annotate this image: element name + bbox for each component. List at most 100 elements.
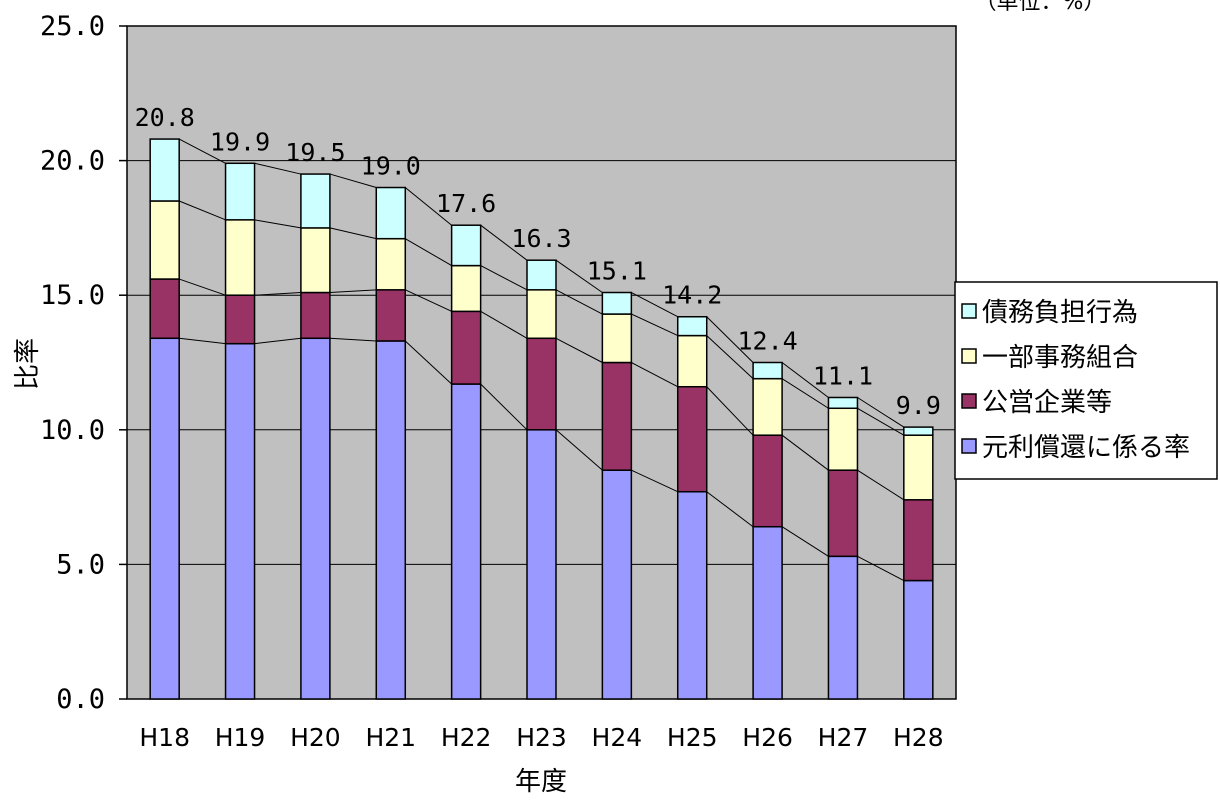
connector-line: [631, 469, 678, 493]
connector-line: [706, 316, 754, 363]
bar-segment: [375, 340, 407, 700]
bar-segment: [601, 469, 633, 700]
bar-segment: [526, 259, 557, 291]
bar-segment: [149, 278, 180, 340]
bar-segment: [526, 429, 557, 700]
bar-segment: [601, 291, 633, 315]
connector-line: [857, 555, 905, 581]
connector-line: [555, 289, 603, 315]
x-tick-label: H20: [290, 723, 341, 752]
bar-segment: [300, 291, 331, 340]
y-tick-label: 20.0: [40, 146, 105, 177]
connector-line: [555, 429, 603, 471]
total-label: 20.8: [135, 103, 195, 132]
total-label: 19.9: [210, 127, 270, 156]
bar-segment: [450, 264, 482, 313]
connector-line: [329, 289, 377, 294]
bar-segment: [676, 315, 708, 337]
y-tick-label: 0.0: [56, 684, 105, 715]
connector-line: [178, 200, 226, 221]
connector-line: [555, 259, 603, 293]
x-tick-label: H18: [139, 723, 190, 752]
bar-segment: [450, 383, 482, 700]
bar-segment: [676, 334, 708, 388]
connector-line: [631, 313, 678, 337]
bar-segment: [676, 490, 708, 700]
x-axis-title: 年度: [515, 767, 567, 797]
connector-line: [480, 265, 528, 291]
connector-line: [404, 187, 452, 226]
connector-line: [631, 292, 678, 318]
connector-line: [480, 224, 528, 261]
y-tick-label: 25.0: [40, 11, 105, 42]
connector-line: [781, 378, 829, 409]
bar-segment: [224, 162, 256, 221]
connector-line: [179, 337, 226, 345]
total-labels: 20.8 19.9 19.5 19.0 17.6 16.3 15.1 14.2 12.4 11.1…: [135, 103, 941, 420]
bar-segment: [300, 173, 331, 229]
bar-segment: [224, 342, 256, 700]
x-tick-label: H26: [742, 723, 793, 752]
legend-label: 公営企業等: [982, 388, 1112, 418]
connector-line: [781, 362, 829, 398]
connector-line: [178, 138, 226, 164]
connector-line: [254, 337, 301, 345]
x-tick-label: H19: [215, 723, 266, 752]
total-label: 9.9: [896, 391, 941, 420]
connector-line: [254, 292, 301, 296]
y-tick-label: 5.0: [56, 549, 105, 580]
x-tick-label: H28: [893, 723, 944, 752]
legend-label: 債務負担行為: [982, 298, 1138, 328]
connector-line: [329, 337, 377, 342]
bar-segment: [300, 227, 331, 294]
total-label: 17.6: [436, 189, 496, 218]
bar-segment: [224, 219, 256, 296]
legend-swatch: [961, 438, 977, 454]
bar-segment: [752, 525, 783, 700]
connector-line: [480, 383, 528, 431]
legend-label: 一部事務組合: [982, 343, 1138, 373]
bar-segment: [375, 237, 407, 291]
bar-segment: [827, 407, 859, 471]
connector-line: [405, 289, 452, 312]
x-tick-label: H23: [516, 723, 567, 752]
x-axis-ticks: H18 H19 H20 H21 H22 H23 H24 H25 H26 H27 H28: [139, 723, 943, 752]
bar-segment: [903, 434, 934, 501]
bar-segment: [149, 337, 180, 700]
total-label: 19.0: [361, 152, 421, 181]
total-label: 19.5: [285, 138, 345, 167]
connector-line: [857, 407, 905, 436]
total-label: 14.2: [662, 281, 722, 310]
bar-segment: [601, 361, 633, 471]
connector-line: [254, 219, 301, 229]
bar-segment: [903, 499, 934, 582]
y-axis-ticks: 0.0 5.0 10.0 15.0 20.0 25.0: [40, 11, 127, 715]
y-tick-label: 15.0: [40, 280, 105, 311]
total-label: 15.1: [587, 257, 647, 286]
unit-note: （単位：%）: [975, 0, 1106, 15]
connector-line: [329, 173, 377, 189]
bar-segment: [752, 377, 783, 436]
bar-segment: [903, 426, 934, 436]
connector-line: [857, 397, 905, 428]
total-label: 11.1: [813, 361, 873, 390]
bar-segment: [526, 337, 557, 431]
bar-segment: [676, 385, 708, 493]
connector-line: [706, 335, 754, 380]
total-label: 12.4: [737, 327, 797, 356]
x-tick-label: H21: [365, 723, 416, 752]
connector-line: [781, 434, 829, 471]
bar-segment: [526, 289, 557, 340]
connector-line: [555, 337, 603, 363]
legend-swatch: [961, 303, 977, 319]
series-connector-lines: [178, 138, 905, 581]
bar-segment: [375, 186, 407, 240]
legend-swatch: [961, 348, 977, 364]
bars: [149, 138, 934, 700]
bar-segment: [827, 396, 859, 410]
bar-segment: [450, 224, 482, 267]
total-label: 16.3: [511, 224, 571, 253]
bar-segment: [300, 337, 331, 700]
